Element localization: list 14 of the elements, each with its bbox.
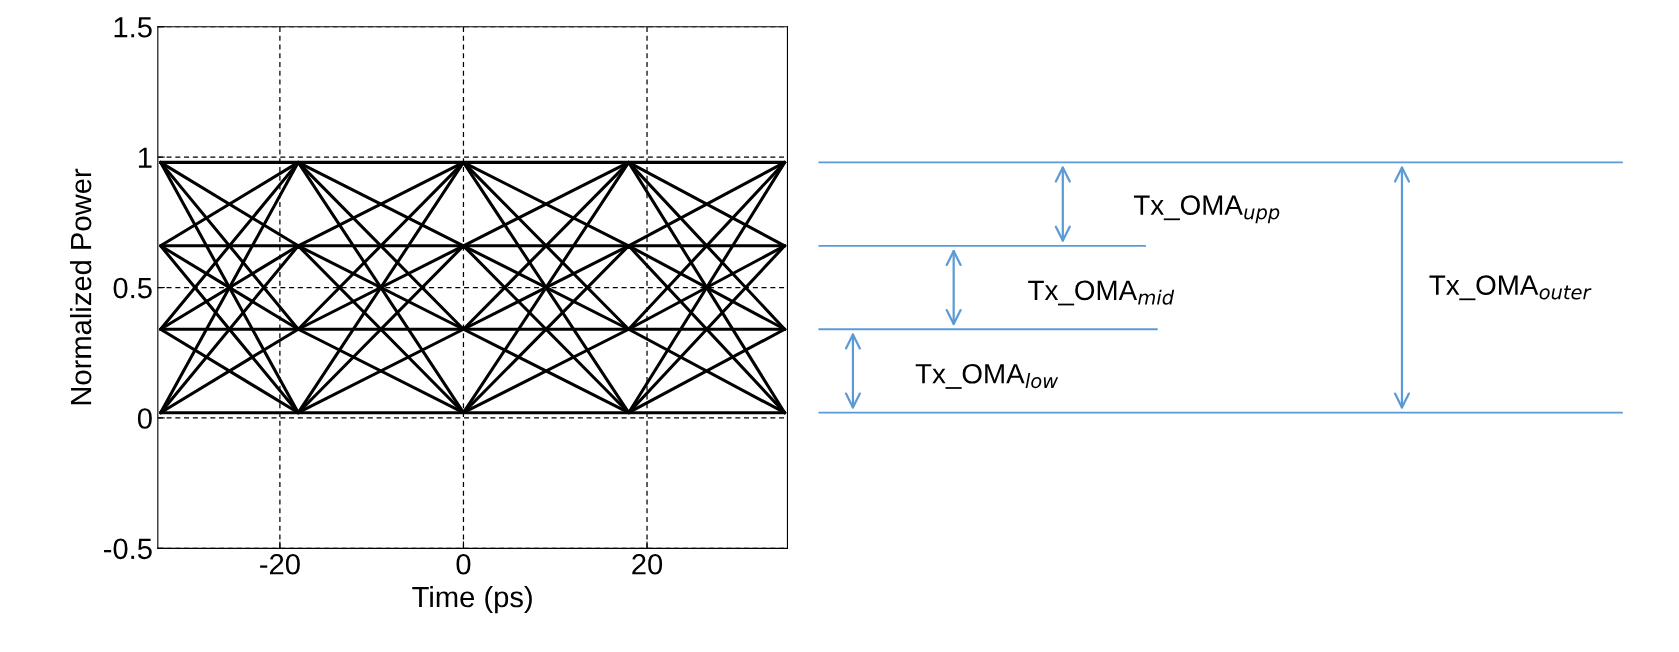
x-tick-label: -20 [260, 553, 300, 575]
y-tick-label: 0 [137, 408, 152, 429]
text: Tx_OMA$_{mid}$ [1028, 280, 1175, 306]
text: Tx_OMA$_{low}$ [915, 363, 1059, 389]
y-axis-title: Normalized Power [69, 168, 92, 405]
text: Tx_OMA$_{outer}$ [1429, 275, 1592, 301]
y-tick-label: 1.5 [114, 17, 152, 38]
text: Tx_OMA$_{upp}$ [1133, 195, 1280, 224]
x-axis-title: Time (ps) [412, 585, 532, 614]
y-tick-label: -0.5 [104, 538, 152, 560]
y-tick-label: 0.5 [113, 277, 152, 299]
x-tick-label: 20 [632, 553, 663, 575]
x-tick-label: 0 [456, 553, 471, 575]
y-tick-label: 1 [138, 147, 152, 168]
